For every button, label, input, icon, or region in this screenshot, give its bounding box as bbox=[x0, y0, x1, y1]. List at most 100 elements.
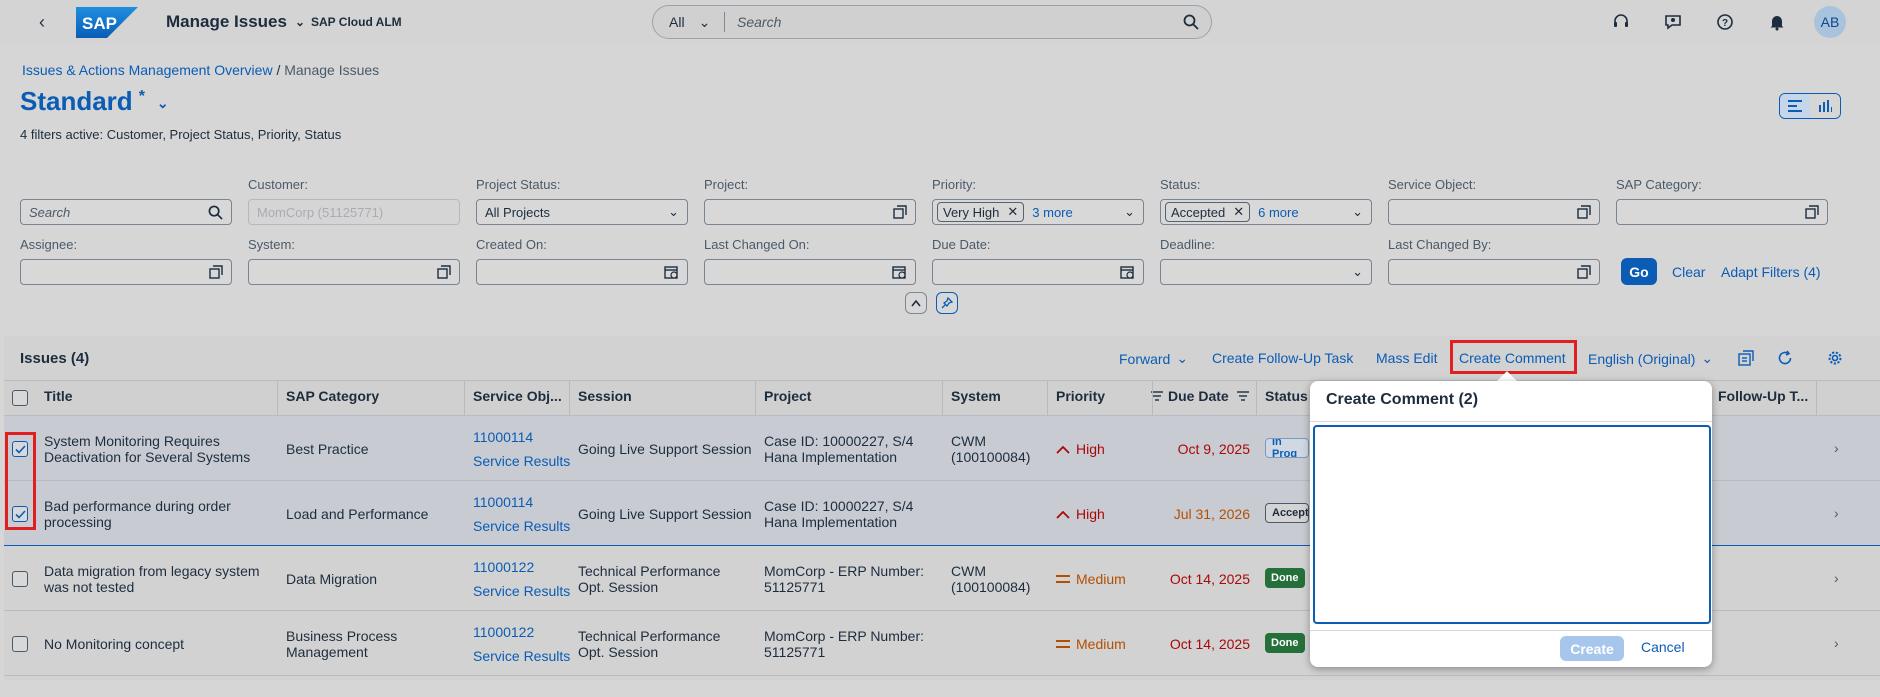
column-sap-category[interactable]: SAP Category bbox=[286, 388, 380, 404]
refresh-icon[interactable] bbox=[1777, 350, 1793, 366]
column-priority[interactable]: Priority bbox=[1056, 388, 1164, 404]
row-navigation-icon[interactable]: › bbox=[1834, 635, 1839, 651]
due-date-field[interactable] bbox=[932, 259, 1144, 285]
variant-selector[interactable]: Standard * ⌄ bbox=[20, 86, 169, 117]
create-follow-up-button[interactable]: Create Follow-Up Task bbox=[1212, 350, 1354, 366]
row-service-object-link[interactable]: 11000122 bbox=[473, 624, 535, 640]
priority-token[interactable]: Very High ✕ bbox=[937, 202, 1025, 222]
column-due-date[interactable]: Due Date bbox=[1168, 388, 1249, 404]
row-checkbox[interactable] bbox=[12, 571, 28, 587]
settings-gear-icon[interactable] bbox=[1827, 350, 1843, 366]
column-status[interactable]: Status bbox=[1265, 388, 1308, 404]
clear-button[interactable]: Clear bbox=[1672, 264, 1706, 280]
chart-view-icon[interactable] bbox=[1810, 94, 1840, 118]
row-navigation-icon[interactable]: › bbox=[1834, 570, 1839, 586]
help-icon[interactable]: ? bbox=[1710, 7, 1740, 37]
cancel-button[interactable]: Cancel bbox=[1641, 639, 1685, 655]
column-system[interactable]: System bbox=[951, 388, 1001, 404]
search-icon[interactable] bbox=[1171, 14, 1211, 30]
table-row[interactable] bbox=[4, 546, 1880, 611]
export-icon[interactable] bbox=[1738, 350, 1754, 366]
close-icon[interactable]: ✕ bbox=[1233, 204, 1245, 219]
created-on-field[interactable] bbox=[476, 259, 688, 285]
column-session[interactable]: Session bbox=[578, 388, 632, 404]
global-search[interactable]: All ⌄ Search bbox=[652, 5, 1212, 39]
sap-category-field[interactable] bbox=[1616, 199, 1828, 225]
row-service-object-link[interactable]: 11000122 bbox=[473, 559, 535, 575]
value-help-icon[interactable] bbox=[1577, 265, 1591, 279]
last-changed-by-field[interactable] bbox=[1388, 259, 1600, 285]
priority-more-link[interactable]: 3 more bbox=[1032, 204, 1073, 220]
value-help-icon[interactable] bbox=[893, 205, 907, 219]
filters-active-text: 4 filters active: Customer, Project Stat… bbox=[20, 127, 342, 142]
chevron-down-icon: ⌄ bbox=[698, 13, 711, 30]
priority-multiselect[interactable]: Very High ✕ 3 more ⌄ bbox=[932, 199, 1144, 225]
user-avatar[interactable]: AB bbox=[1814, 6, 1846, 38]
search-scope-select[interactable]: All ⌄ bbox=[653, 12, 725, 32]
row-service-object-link[interactable]: 11000114 bbox=[473, 429, 534, 445]
status-token[interactable]: Accepted ✕ bbox=[1165, 202, 1251, 222]
value-help-icon[interactable] bbox=[1805, 205, 1819, 219]
row-checkbox[interactable] bbox=[12, 441, 28, 457]
deadline-select[interactable]: ⌄ bbox=[1160, 259, 1372, 285]
language-menu-button[interactable]: English (Original) ⌄ bbox=[1588, 350, 1713, 367]
adapt-filters-button[interactable]: Adapt Filters (4) bbox=[1721, 264, 1821, 280]
create-button[interactable]: Create bbox=[1560, 636, 1624, 661]
close-icon[interactable]: ✕ bbox=[1007, 204, 1019, 219]
calendar-icon[interactable] bbox=[664, 265, 679, 280]
comment-textarea[interactable] bbox=[1313, 425, 1711, 624]
headset-icon[interactable] bbox=[1606, 7, 1636, 37]
row-service-results-link[interactable]: Service Results bbox=[473, 583, 571, 599]
filter-search-input[interactable]: Search bbox=[20, 199, 232, 225]
project-field[interactable] bbox=[704, 199, 916, 225]
last-changed-on-field[interactable] bbox=[704, 259, 916, 285]
calendar-icon[interactable] bbox=[1120, 265, 1135, 280]
status-multiselect[interactable]: Accepted ✕ 6 more ⌄ bbox=[1160, 199, 1372, 225]
notifications-icon[interactable] bbox=[1762, 7, 1792, 37]
pin-header-icon[interactable] bbox=[936, 292, 958, 314]
column-follow-up[interactable]: Follow-Up T... bbox=[1718, 388, 1809, 404]
row-service-results-link[interactable]: Service Results bbox=[473, 648, 571, 664]
go-button[interactable]: Go bbox=[1621, 258, 1657, 285]
search-input[interactable]: Search bbox=[737, 14, 782, 30]
value-help-icon[interactable] bbox=[209, 265, 223, 279]
row-navigation-icon[interactable]: › bbox=[1834, 440, 1839, 456]
status-more-link[interactable]: 6 more bbox=[1258, 204, 1299, 220]
system-label: System: bbox=[248, 237, 295, 252]
feedback-icon[interactable] bbox=[1658, 7, 1688, 37]
forward-menu-button[interactable]: Forward ⌄ bbox=[1119, 350, 1188, 367]
value-help-icon[interactable] bbox=[437, 265, 451, 279]
calendar-icon[interactable] bbox=[892, 265, 907, 280]
row-service-object-link[interactable]: 11000114 bbox=[473, 494, 534, 510]
app-title-menu[interactable]: Manage Issues ⌄ bbox=[166, 12, 305, 32]
service-object-field[interactable] bbox=[1388, 199, 1600, 225]
column-separator bbox=[277, 380, 278, 416]
row-navigation-icon[interactable]: › bbox=[1834, 505, 1839, 521]
create-comment-button[interactable]: Create Comment bbox=[1459, 350, 1566, 366]
assignee-field[interactable] bbox=[20, 259, 232, 285]
column-project[interactable]: Project bbox=[764, 388, 812, 404]
row-checkbox[interactable] bbox=[12, 636, 28, 652]
breadcrumb-link-overview[interactable]: Issues & Actions Management Overview bbox=[22, 62, 273, 78]
table-view-icon[interactable] bbox=[1780, 94, 1810, 118]
chevron-down-icon: ⌄ bbox=[1176, 350, 1189, 366]
column-service-object[interactable]: Service Obj... bbox=[473, 388, 562, 404]
value-help-icon[interactable] bbox=[1577, 205, 1591, 219]
column-title[interactable]: Title bbox=[44, 388, 73, 404]
table-row[interactable] bbox=[4, 611, 1880, 676]
project-status-select[interactable]: All Projects ⌄ bbox=[476, 199, 688, 225]
chevron-down-icon[interactable]: ⌄ bbox=[1124, 204, 1135, 219]
back-icon[interactable]: ‹ bbox=[39, 11, 45, 32]
row-service-results-link[interactable]: Service Results bbox=[473, 518, 571, 534]
system-field[interactable] bbox=[248, 259, 460, 285]
sap-logo[interactable]: SAP bbox=[76, 7, 138, 38]
row-service-results-link[interactable]: Service Results bbox=[473, 453, 571, 469]
search-icon[interactable] bbox=[208, 205, 223, 220]
select-all-checkbox[interactable] bbox=[12, 390, 28, 406]
collapse-header-icon[interactable] bbox=[905, 292, 927, 314]
row-priority: High bbox=[1056, 441, 1105, 457]
mass-edit-button[interactable]: Mass Edit bbox=[1376, 350, 1438, 366]
row-checkbox[interactable] bbox=[12, 506, 28, 522]
row-priority: Medium bbox=[1056, 636, 1126, 652]
chevron-down-icon[interactable]: ⌄ bbox=[1352, 204, 1363, 219]
